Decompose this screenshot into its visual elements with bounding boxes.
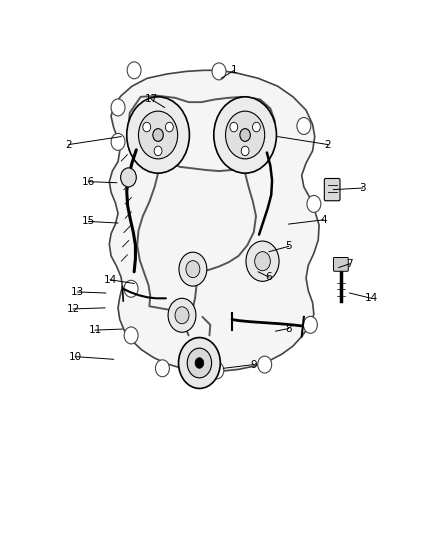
Circle shape bbox=[307, 196, 321, 213]
Circle shape bbox=[120, 168, 136, 187]
Circle shape bbox=[143, 122, 151, 132]
Text: 10: 10 bbox=[69, 352, 82, 361]
Text: 2: 2 bbox=[325, 140, 331, 150]
Text: 13: 13 bbox=[71, 287, 84, 297]
Circle shape bbox=[258, 356, 272, 373]
Circle shape bbox=[179, 337, 220, 389]
Circle shape bbox=[297, 117, 311, 134]
Circle shape bbox=[186, 261, 200, 278]
Circle shape bbox=[195, 358, 204, 368]
Circle shape bbox=[252, 122, 260, 132]
Circle shape bbox=[127, 62, 141, 79]
Circle shape bbox=[124, 327, 138, 344]
Circle shape bbox=[175, 307, 189, 324]
Text: 12: 12 bbox=[67, 304, 80, 314]
Circle shape bbox=[254, 252, 270, 271]
Text: 2: 2 bbox=[66, 140, 72, 150]
Text: 16: 16 bbox=[82, 176, 95, 187]
Circle shape bbox=[241, 146, 249, 156]
Circle shape bbox=[246, 241, 279, 281]
Circle shape bbox=[214, 97, 276, 173]
FancyBboxPatch shape bbox=[324, 179, 340, 201]
Text: 17: 17 bbox=[145, 94, 158, 104]
Text: 14: 14 bbox=[365, 293, 378, 303]
Text: 4: 4 bbox=[320, 215, 327, 225]
Circle shape bbox=[154, 146, 162, 156]
Circle shape bbox=[210, 362, 224, 379]
Circle shape bbox=[187, 348, 212, 378]
Circle shape bbox=[111, 99, 125, 116]
Text: 1: 1 bbox=[231, 66, 237, 75]
Circle shape bbox=[111, 133, 125, 150]
Circle shape bbox=[138, 111, 178, 159]
Text: 8: 8 bbox=[285, 324, 292, 334]
Circle shape bbox=[168, 298, 196, 332]
Circle shape bbox=[179, 252, 207, 286]
Text: 11: 11 bbox=[88, 325, 102, 335]
Polygon shape bbox=[110, 70, 319, 372]
Text: 3: 3 bbox=[359, 183, 366, 193]
Circle shape bbox=[226, 111, 265, 159]
Circle shape bbox=[124, 280, 138, 297]
Circle shape bbox=[240, 128, 251, 141]
Text: 6: 6 bbox=[266, 272, 272, 282]
Circle shape bbox=[155, 360, 170, 377]
Text: 14: 14 bbox=[103, 274, 117, 285]
Text: 9: 9 bbox=[251, 360, 257, 369]
Text: 15: 15 bbox=[82, 216, 95, 227]
Text: 7: 7 bbox=[346, 259, 353, 269]
Text: 5: 5 bbox=[285, 241, 292, 252]
Circle shape bbox=[166, 122, 173, 132]
Circle shape bbox=[153, 128, 163, 141]
Circle shape bbox=[230, 122, 238, 132]
Circle shape bbox=[212, 63, 226, 80]
Circle shape bbox=[304, 317, 318, 333]
Circle shape bbox=[127, 97, 189, 173]
FancyBboxPatch shape bbox=[333, 257, 348, 271]
